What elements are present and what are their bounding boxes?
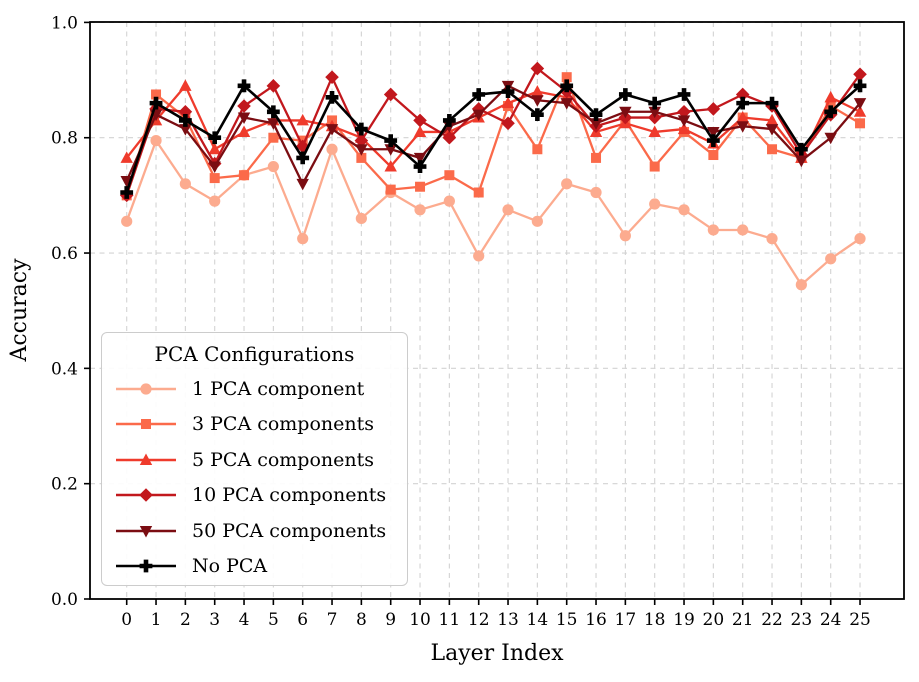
legend-item-label: No PCA (192, 555, 268, 578)
circle-marker-icon (114, 378, 178, 400)
x-tick-label: 1 (151, 610, 162, 630)
legend-item-label: 3 PCA components (192, 413, 375, 436)
y-tick-label: 0.8 (51, 129, 78, 149)
series-no-pca (120, 79, 867, 199)
y-axis-label: Accuracy (7, 258, 32, 363)
plus-marker-icon (114, 555, 178, 577)
x-tick-label: 20 (703, 610, 725, 630)
tick-marks (84, 21, 861, 605)
x-tick-label: 18 (644, 610, 666, 630)
x-tick-label: 17 (615, 610, 637, 630)
legend-item-triangle-up: 5 PCA components (114, 442, 407, 478)
triangle-up-marker-icon (114, 449, 178, 471)
y-tick-label: 1.0 (51, 13, 78, 33)
series-50-pca-components (120, 80, 867, 191)
y-tick-label: 0.2 (51, 475, 78, 495)
series-1-pca-component (121, 135, 866, 291)
square-marker-icon (114, 413, 178, 435)
y-tick-label: 0.4 (51, 359, 78, 379)
x-tick-label: 9 (385, 610, 396, 630)
legend-item-plus: No PCA (114, 549, 407, 585)
diamond-marker-icon (114, 484, 178, 506)
legend-items: 1 PCA component 3 PCA components 5 PCA com… (102, 371, 407, 584)
x-tick-label: 12 (468, 610, 490, 630)
x-tick-label: 2 (180, 610, 191, 630)
legend-item-label: 50 PCA components (192, 519, 387, 542)
y-tick-label: 0.0 (51, 590, 78, 610)
x-tick-label: 25 (849, 610, 871, 630)
x-tick-label: 19 (673, 610, 695, 630)
axes-spines (89, 21, 905, 600)
legend-title: PCA Configurations (154, 342, 355, 366)
x-tick-label: 22 (761, 610, 783, 630)
legend-item-diamond: 10 PCA components (114, 478, 407, 514)
x-tick-label: 13 (497, 610, 519, 630)
x-tick-label: 7 (327, 610, 338, 630)
x-tick-label: 21 (732, 610, 754, 630)
x-tick-label: 24 (820, 610, 842, 630)
legend-item-circle: 1 PCA component (114, 371, 407, 407)
legend: PCA Configurations 1 PCA component 3 PCA … (101, 332, 408, 586)
y-tick-label: 0.6 (51, 244, 78, 264)
legend-item-square: 3 PCA components (114, 407, 407, 443)
x-axis-label: Layer Index (430, 641, 564, 666)
x-tick-label: 16 (585, 610, 607, 630)
x-tick-label: 11 (439, 610, 461, 630)
x-tick-label: 23 (791, 610, 813, 630)
x-tick-label: 3 (209, 610, 220, 630)
legend-item-triangle-down: 50 PCA components (114, 513, 407, 549)
legend-item-label: 10 PCA components (192, 484, 387, 507)
x-tick-label: 0 (121, 610, 132, 630)
legend-item-label: 1 PCA component (192, 377, 365, 400)
tick-labels: 0 1 2 3 4 5 6 7 8 9 10 11 12 13 14 15 16 17 18 19 20 21 22 23 24… (51, 13, 871, 630)
x-tick-label: 15 (556, 610, 578, 630)
x-tick-label: 5 (268, 610, 279, 630)
triangle-down-marker-icon (114, 520, 178, 542)
x-tick-label: 14 (527, 610, 549, 630)
legend-item-label: 5 PCA components (192, 448, 375, 471)
x-tick-label: 10 (409, 610, 431, 630)
x-tick-label: 8 (356, 610, 367, 630)
x-tick-label: 4 (239, 610, 250, 630)
plot-area: 0 1 2 3 4 5 6 7 8 9 10 11 12 13 14 15 16 17 18 19 20 21 22 23 24… (51, 13, 905, 630)
x-tick-label: 6 (297, 610, 308, 630)
